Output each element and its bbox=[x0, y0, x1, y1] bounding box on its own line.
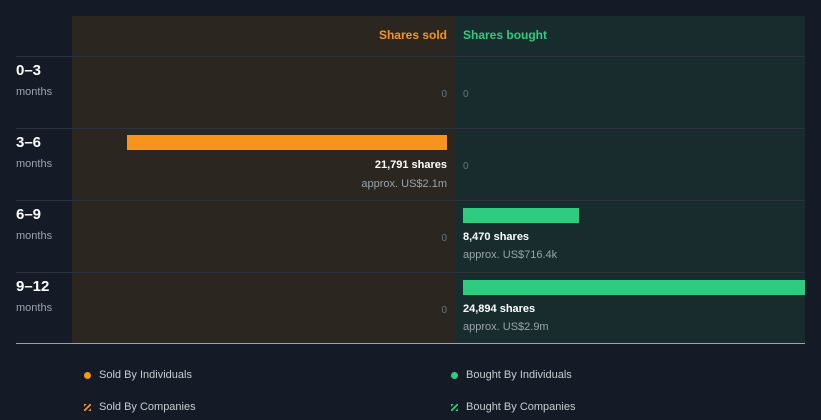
bought-bar bbox=[463, 280, 805, 295]
row-divider bbox=[16, 56, 805, 57]
period-label: 0–3 bbox=[16, 62, 42, 79]
legend-sold-individuals[interactable]: Sold By Individuals bbox=[84, 369, 192, 381]
period-unit-label: months bbox=[16, 158, 53, 170]
shares-sold-panel bbox=[72, 16, 455, 343]
chart-bottom-divider bbox=[16, 343, 805, 344]
row-divider bbox=[16, 200, 805, 201]
legend-label: Bought By Companies bbox=[466, 401, 576, 413]
sold-approx-label: approx. US$2.1m bbox=[361, 178, 447, 190]
bought-zero-label: 0 bbox=[463, 89, 469, 100]
period-unit-label: months bbox=[16, 302, 53, 314]
shares-sold-header: Shares sold bbox=[378, 28, 447, 42]
row-divider bbox=[16, 128, 805, 129]
period-label: 6–9 bbox=[16, 206, 42, 223]
legend-bought-companies[interactable]: Bought By Companies bbox=[451, 401, 575, 413]
bought-approx-label: approx. US$716.4k bbox=[463, 249, 558, 261]
row-divider bbox=[16, 272, 805, 273]
sold-shares-label: 21,791 shares bbox=[374, 159, 447, 171]
green-hatch-icon bbox=[451, 403, 458, 411]
bought-bar bbox=[463, 208, 580, 223]
orange-dot-icon bbox=[84, 371, 91, 379]
sold-zero-label: 0 bbox=[441, 305, 447, 316]
legend-sold-companies[interactable]: Sold By Companies bbox=[84, 401, 196, 413]
bought-shares-label: 24,894 shares bbox=[463, 303, 536, 315]
orange-hatch-icon bbox=[84, 403, 91, 411]
shares-bought-header: Shares bought bbox=[463, 28, 548, 42]
legend-label: Sold By Companies bbox=[99, 401, 196, 413]
legend-label: Sold By Individuals bbox=[99, 369, 192, 381]
period-label: 9–12 bbox=[16, 278, 50, 295]
sold-zero-label: 0 bbox=[441, 89, 447, 100]
bought-approx-label: approx. US$2.9m bbox=[463, 321, 549, 333]
green-dot-icon bbox=[451, 371, 458, 379]
period-unit-label: months bbox=[16, 86, 53, 98]
sold-zero-label: 0 bbox=[441, 233, 447, 244]
legend-bought-individuals[interactable]: Bought By Individuals bbox=[451, 369, 572, 381]
period-unit-label: months bbox=[16, 230, 53, 242]
period-label: 3–6 bbox=[16, 134, 42, 151]
bought-shares-label: 8,470 shares bbox=[463, 231, 530, 243]
bought-zero-label: 0 bbox=[463, 161, 469, 172]
sold-bar bbox=[127, 135, 447, 150]
legend-label: Bought By Individuals bbox=[466, 369, 572, 381]
